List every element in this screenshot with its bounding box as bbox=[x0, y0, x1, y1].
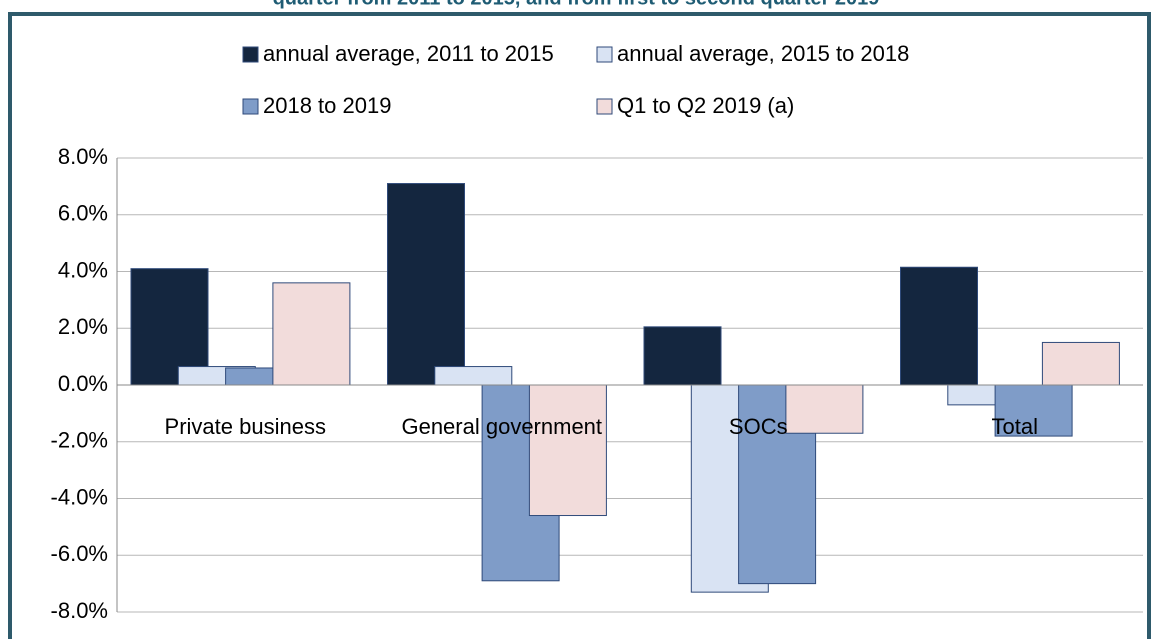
bar bbox=[434, 366, 513, 386]
y-tick-label: -6.0% bbox=[51, 541, 108, 566]
legend-swatch bbox=[596, 98, 613, 115]
y-tick-label: 6.0% bbox=[58, 201, 108, 226]
x-tick-label: General government bbox=[401, 414, 602, 439]
bar bbox=[785, 384, 864, 434]
chart-frame bbox=[8, 12, 1151, 639]
y-tick-label: -2.0% bbox=[51, 428, 108, 453]
chart-title: quarter from 2011 to 2015, and from firs… bbox=[273, 0, 880, 9]
x-tick-label: SOCs bbox=[729, 414, 788, 439]
bar bbox=[994, 384, 1073, 437]
y-tick-label: -8.0% bbox=[51, 598, 108, 623]
y-tick-label: -4.0% bbox=[51, 484, 108, 509]
y-tick-label: 0.0% bbox=[58, 371, 108, 396]
y-tick-label: 8.0% bbox=[58, 144, 108, 169]
legend-swatch bbox=[242, 46, 259, 63]
y-tick-label: 2.0% bbox=[58, 314, 108, 339]
legend-label: annual average, 2015 to 2018 bbox=[617, 41, 909, 66]
bar bbox=[1041, 341, 1120, 386]
legend-swatch bbox=[596, 46, 613, 63]
bar bbox=[130, 268, 209, 386]
legend-swatch bbox=[242, 98, 259, 115]
x-tick-label: Private business bbox=[165, 414, 326, 439]
bar bbox=[643, 326, 722, 386]
legend-label: 2018 to 2019 bbox=[263, 93, 391, 118]
legend-label: Q1 to Q2 2019 (a) bbox=[617, 93, 794, 118]
bar bbox=[272, 282, 351, 386]
bar bbox=[528, 384, 607, 517]
bar bbox=[900, 266, 978, 386]
y-tick-label: 4.0% bbox=[58, 257, 108, 282]
x-tick-label: Total bbox=[992, 414, 1038, 439]
bar bbox=[387, 183, 465, 386]
legend-label: annual average, 2011 to 2015 bbox=[263, 41, 554, 66]
